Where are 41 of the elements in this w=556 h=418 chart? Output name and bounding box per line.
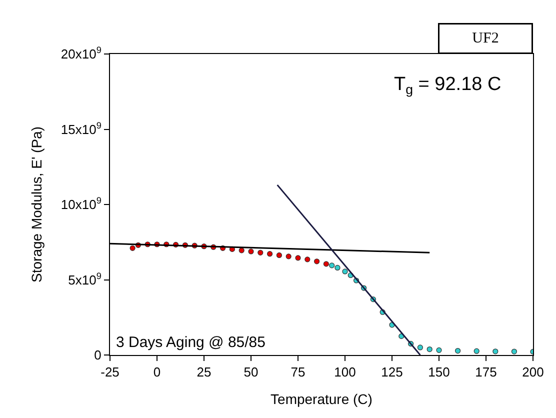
x-tick-label: 125 — [381, 364, 403, 380]
x-tick-label: 75 — [290, 364, 306, 380]
y-tick-label: 15x10$^{9}$ — [60, 120, 102, 137]
point — [417, 344, 423, 350]
point — [426, 346, 432, 352]
y-tick-label: 10x10$^{9}$ — [60, 196, 102, 212]
point — [492, 348, 498, 354]
x-axis-title: Temperature (C) — [270, 390, 372, 407]
point — [511, 348, 517, 354]
y-tick-label: 0 — [94, 348, 102, 363]
x-tick-label: 175 — [475, 364, 497, 380]
point — [314, 258, 320, 264]
point — [258, 250, 264, 256]
y-axis-title: Storage Modulus, E' (Pa) — [28, 126, 45, 282]
point — [342, 268, 348, 274]
text: UF2 — [472, 30, 499, 46]
x-tick-label: 25 — [196, 364, 212, 380]
point — [334, 264, 340, 271]
point — [238, 248, 244, 254]
y-tick-label: 20x10$^{9}$ — [60, 45, 102, 62]
point — [455, 348, 461, 354]
point — [323, 261, 329, 267]
point — [130, 245, 136, 251]
point — [295, 255, 301, 261]
point — [248, 248, 254, 254]
x-tick-label: 0 — [153, 364, 161, 380]
x-tick-label: 200 — [522, 364, 544, 380]
point — [267, 251, 273, 257]
y-tick-label: 5x10$^{9}$ — [68, 270, 102, 288]
annotation: 3 Days Aging @ 85/85 — [116, 334, 266, 351]
x-tick-label: 150 — [428, 364, 450, 380]
point — [286, 254, 292, 260]
annotation: T$_{g}$ = 92.18 C — [394, 74, 502, 97]
x-tick-label: -25 — [100, 364, 120, 380]
point — [329, 262, 335, 268]
point — [474, 348, 480, 354]
point — [304, 256, 310, 262]
x-tick-label: 100 — [334, 364, 356, 380]
x-tick-label: 50 — [244, 364, 258, 380]
point — [276, 252, 282, 258]
point — [436, 347, 442, 353]
